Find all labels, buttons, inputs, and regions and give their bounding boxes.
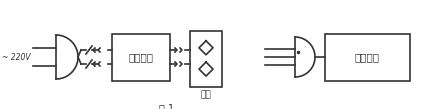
- Bar: [112, 34, 169, 81]
- Text: 用电设备: 用电设备: [354, 53, 379, 62]
- Text: 插座: 插座: [200, 90, 211, 99]
- Text: 控制电路: 控制电路: [128, 53, 153, 62]
- Bar: [324, 34, 409, 81]
- Bar: [190, 31, 221, 87]
- Text: ~ 220V: ~ 220V: [2, 53, 31, 61]
- Text: 图 1: 图 1: [159, 103, 174, 109]
